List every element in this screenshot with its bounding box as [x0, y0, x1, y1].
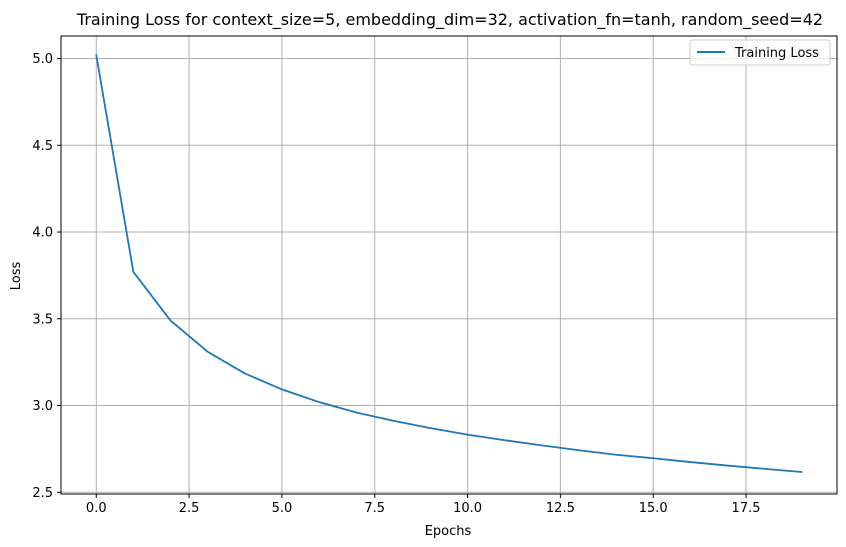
x-tick-label: 17.5 — [732, 501, 761, 516]
x-tick-label: 5.0 — [272, 501, 293, 516]
y-tick-label: 2.5 — [32, 486, 53, 501]
x-axis-title: Epochs — [425, 524, 472, 539]
axis-ticks: 0.0 2.5 5.0 7.5 10.0 12.5 15.0 17.5 2.5 3.0 3.5 4.0… — [32, 52, 760, 516]
y-tick-label: 4.0 — [32, 226, 53, 241]
x-tick-label: 12.5 — [546, 501, 575, 516]
series-line-training-loss — [95, 54, 803, 473]
y-axis-title: Loss — [9, 262, 24, 291]
y-tick-label: 3.5 — [32, 312, 53, 327]
y-tick-label: 3.0 — [32, 399, 53, 414]
x-tick-label: 2.5 — [179, 501, 200, 516]
legend: Training Loss — [689, 39, 831, 66]
grid — [61, 36, 837, 494]
x-tick-label: 0.0 — [86, 501, 107, 516]
x-tick-label: 10.0 — [453, 501, 482, 516]
series-layer — [95, 54, 803, 473]
y-tick-label: 4.5 — [32, 139, 53, 154]
chart-title: Training Loss for context_size=5, embedd… — [76, 10, 823, 30]
plot-frame — [60, 35, 838, 495]
x-tick-label: 7.5 — [364, 501, 385, 516]
legend-label: Training Loss — [734, 46, 819, 61]
y-tick-label: 5.0 — [32, 52, 53, 67]
x-tick-label: 15.0 — [639, 501, 668, 516]
legend-box — [689, 39, 831, 66]
